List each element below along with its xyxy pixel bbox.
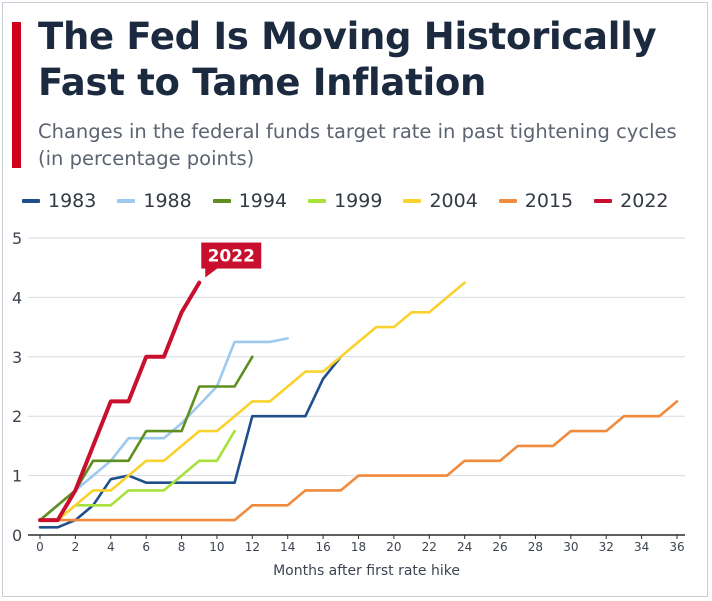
x-tick-label-16: 16 (315, 540, 330, 554)
x-tick-label-10: 10 (209, 540, 224, 554)
legend-item-1994: 1994 (212, 190, 288, 212)
y-tick-label-2: 2 (12, 407, 22, 426)
legend-label-1988: 1988 (143, 190, 192, 212)
y-tick-label-3: 3 (12, 348, 22, 367)
legend-swatch-1983 (22, 199, 40, 203)
series-line-2022 (38, 280, 202, 523)
legend-swatch-2022 (594, 199, 613, 203)
series-line-2015 (38, 400, 679, 522)
y-tick-label-5: 5 (12, 229, 22, 248)
legend-item-2004: 2004 (403, 190, 478, 212)
callout-pointer (205, 268, 218, 278)
chart-subtitle: Changes in the federal funds target rate… (38, 120, 677, 170)
x-tick-label-32: 32 (599, 540, 614, 554)
x-tick-label-12: 12 (245, 540, 260, 554)
legend-swatch-1994 (212, 199, 231, 203)
callout-2022: 2022 (201, 242, 262, 278)
x-tick-label-20: 20 (386, 540, 401, 554)
legend-item-1983: 1983 (22, 190, 96, 212)
series-line-2004 (38, 281, 466, 522)
x-tick-label-8: 8 (178, 540, 186, 554)
legend-item-2022: 2022 (594, 190, 669, 212)
x-tick-label-22: 22 (422, 540, 437, 554)
x-tick-label-26: 26 (492, 540, 507, 554)
x-tick-label-14: 14 (280, 540, 295, 554)
legend-item-2015: 2015 (498, 190, 574, 212)
legend-label-2015: 2015 (524, 190, 574, 212)
legend-label-1983: 1983 (48, 190, 97, 212)
y-tick-label-4: 4 (12, 288, 22, 307)
legend-swatch-1988 (117, 199, 136, 203)
legend-item-1999: 1999 (308, 190, 382, 212)
legend-swatch-2004 (403, 199, 422, 203)
callout-box (201, 242, 262, 269)
x-tick-label-30: 30 (563, 540, 578, 554)
x-tick-label-36: 36 (669, 540, 684, 554)
legend-label-2004: 2004 (429, 190, 478, 212)
x-axis-title: Months after first rate hike (273, 563, 460, 579)
legend-swatch-2015 (498, 199, 517, 203)
x-tick-label-24: 24 (457, 540, 472, 554)
legend-swatch-1999 (308, 199, 327, 203)
title-accent-bar (12, 22, 21, 168)
series-line-1988 (38, 337, 289, 522)
legend-label-2022: 2022 (620, 190, 669, 212)
x-tick-label-18: 18 (351, 540, 366, 554)
x-tick-label-2: 2 (72, 540, 80, 554)
series-line-1983 (38, 355, 343, 529)
y-tick-label-1: 1 (12, 467, 22, 486)
legend-item-1988: 1988 (117, 190, 192, 212)
x-tick-label-6: 6 (142, 540, 150, 554)
y-tick-label-0: 0 (12, 526, 22, 545)
callout-label: 2022 (208, 247, 255, 267)
chart-title: The Fed Is Moving Historically Fast to T… (38, 15, 657, 104)
x-tick-label-4: 4 (107, 540, 115, 554)
x-tick-label-28: 28 (528, 540, 543, 554)
chart-legend: 1983 1988 1994 1999 2004 2015 2022 (22, 189, 690, 213)
legend-label-1994: 1994 (238, 190, 288, 212)
x-tick-label-34: 34 (634, 540, 649, 554)
legend-label-1999: 1999 (334, 190, 383, 212)
x-tick-label-0: 0 (36, 540, 44, 554)
